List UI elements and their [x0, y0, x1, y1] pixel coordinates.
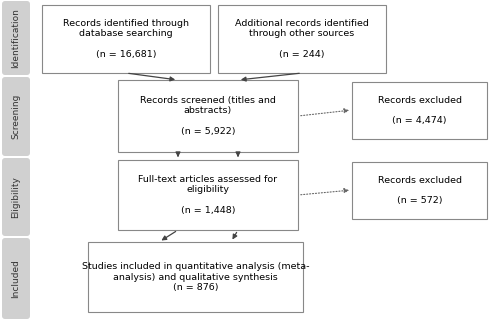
Bar [42, 5, 210, 73]
Text: Records screened (titles and
abstracts)

(n = 5,922): Records screened (titles and abstracts) … [140, 96, 276, 136]
Bar [118, 160, 298, 230]
Text: Records excluded

(n = 572): Records excluded (n = 572) [378, 176, 462, 205]
Text: Full-text articles assessed for
eligibility

(n = 1,448): Full-text articles assessed for eligibil… [138, 175, 278, 215]
Text: Included: Included [12, 259, 20, 298]
Text: Records excluded

(n = 4,474): Records excluded (n = 4,474) [378, 96, 462, 125]
Bar [88, 242, 303, 312]
Bar [352, 162, 487, 219]
Bar [218, 5, 386, 73]
FancyBboxPatch shape [2, 238, 30, 319]
Text: Records identified through
database searching

(n = 16,681): Records identified through database sear… [63, 19, 189, 59]
Text: Screening: Screening [12, 94, 20, 139]
FancyBboxPatch shape [2, 1, 30, 75]
Bar [118, 80, 298, 152]
Text: Studies included in quantitative analysis (meta-
analysis) and qualitative synth: Studies included in quantitative analysi… [82, 262, 309, 292]
FancyBboxPatch shape [2, 77, 30, 156]
Text: Identification: Identification [12, 8, 20, 68]
Text: Additional records identified
through other sources

(n = 244): Additional records identified through ot… [235, 19, 369, 59]
Bar [352, 82, 487, 139]
FancyBboxPatch shape [2, 158, 30, 236]
Text: Eligibility: Eligibility [12, 176, 20, 218]
